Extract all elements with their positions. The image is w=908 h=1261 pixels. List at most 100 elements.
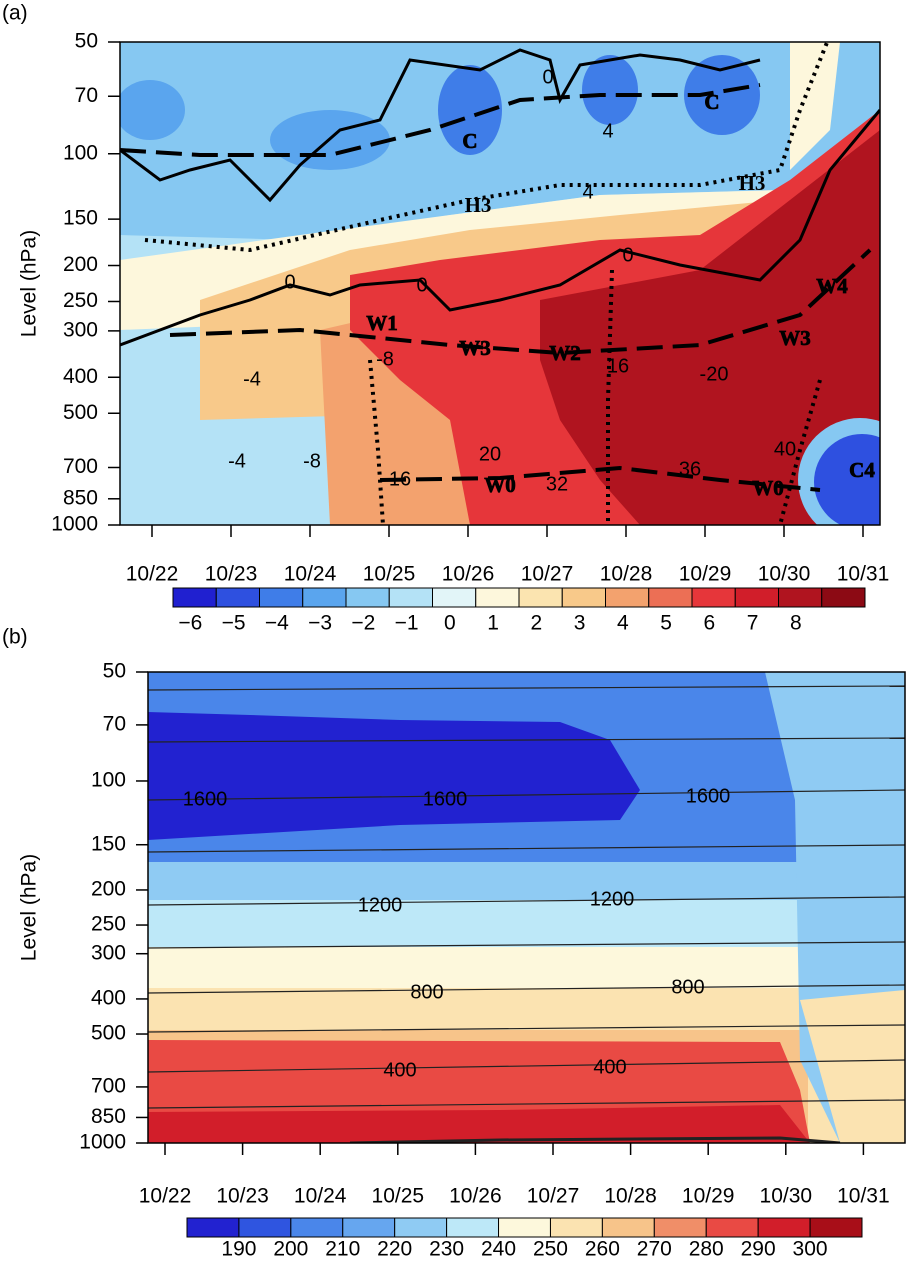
colorbar-label: 7 <box>747 612 759 635</box>
y-tick-label: 250 <box>63 289 98 312</box>
fill <box>148 712 640 840</box>
colorbar-box <box>186 1217 240 1238</box>
contour-label: 0 <box>416 274 427 296</box>
x-tick-label: 10/22 <box>139 1185 192 1208</box>
contour <box>148 685 905 691</box>
annotation: W2 <box>549 341 581 365</box>
x-tick-label: 10/31 <box>837 1185 890 1208</box>
x-tick-label: 10/30 <box>760 1185 813 1208</box>
y-tick-label: 200 <box>91 878 126 901</box>
colorbar-box <box>691 587 736 608</box>
x-tick-label: 10/24 <box>294 1185 347 1208</box>
y-tick-label: 1000 <box>79 1131 126 1154</box>
contour-lines <box>120 42 880 525</box>
colorbar-box <box>605 587 650 608</box>
annotation: H3 <box>739 171 766 195</box>
colorbar-box <box>809 1217 863 1238</box>
colorbar-label: 3 <box>574 612 586 635</box>
contour-label: -4 <box>243 368 261 390</box>
contour <box>148 1059 905 1073</box>
colorbar-box <box>290 1217 344 1238</box>
fill <box>148 1105 810 1143</box>
colorbar-label: 270 <box>637 1238 672 1261</box>
x-tick-label: 10/23 <box>205 563 258 586</box>
x-tick-label: 10/30 <box>758 563 811 586</box>
y-tick-label: 50 <box>75 30 98 53</box>
fill <box>438 65 502 155</box>
contour <box>349 1136 841 1143</box>
colorbar-box <box>601 1217 655 1238</box>
y-tick-label: 500 <box>63 401 98 424</box>
y-tick-label: 400 <box>91 986 126 1009</box>
contour-label: 36 <box>679 458 701 480</box>
contour-label: 4 <box>582 181 593 203</box>
contour <box>120 83 761 157</box>
x-tick-label: 10/26 <box>449 1185 502 1208</box>
contour <box>368 359 385 525</box>
y-tick-label: 200 <box>63 253 98 276</box>
fill <box>540 130 880 525</box>
fill <box>120 80 185 140</box>
colorbar-label: 8 <box>790 612 802 635</box>
y-tick-label: 400 <box>63 365 98 388</box>
x-tick-label: 10/29 <box>682 1185 735 1208</box>
colorbar-box <box>561 587 606 608</box>
colorbar-label: −4 <box>265 612 289 635</box>
contour <box>120 109 880 347</box>
colorbar-box <box>172 587 217 608</box>
colorbar-label: 240 <box>481 1238 516 1261</box>
x-tick-label: 10/24 <box>284 563 337 586</box>
contour-label: 400 <box>383 1059 416 1081</box>
contour-label: 0 <box>542 66 553 88</box>
annotation: C4 <box>849 458 875 482</box>
contour <box>379 465 821 492</box>
x-tick-label: 10/29 <box>679 563 732 586</box>
x-tick-label: 10/31 <box>837 563 890 586</box>
colorbar-label: 6 <box>703 612 715 635</box>
colorbar-box <box>342 1217 396 1238</box>
contour-label: 16 <box>389 468 411 490</box>
fill <box>814 434 880 525</box>
colorbar-label: 220 <box>377 1238 412 1261</box>
x-tick-label: 10/22 <box>126 563 179 586</box>
contour-label: 40 <box>774 438 796 460</box>
colorbar-label: 5 <box>660 612 672 635</box>
colorbar-label: 230 <box>429 1238 464 1261</box>
colorbar-label: 1 <box>487 612 499 635</box>
y-tick-label: 70 <box>75 84 98 107</box>
annotation: W3 <box>459 336 491 360</box>
colorbar-label: −3 <box>308 612 332 635</box>
y-tick-label: 700 <box>63 455 98 478</box>
contour <box>606 269 614 525</box>
y-tick-label: 150 <box>63 207 98 230</box>
contour-label: 800 <box>410 981 443 1003</box>
colorbar-box <box>475 587 520 608</box>
x-tick-label: 10/23 <box>216 1185 269 1208</box>
y-tick-label: 700 <box>91 1074 126 1097</box>
contour-label: -20 <box>700 363 729 385</box>
colorbar-box <box>821 587 866 608</box>
colorbar-label: −1 <box>395 612 419 635</box>
colorbar-box <box>705 1217 759 1238</box>
x-tick-label: 10/25 <box>363 563 416 586</box>
fill <box>582 55 638 125</box>
x-tick-label: 10/28 <box>604 1185 657 1208</box>
contour-label: 16 <box>607 355 629 377</box>
y-tick-label: 850 <box>91 1105 126 1128</box>
annotation: C <box>704 90 719 114</box>
colorbar-box <box>259 587 304 608</box>
colorbar-label: 200 <box>273 1238 308 1261</box>
fill <box>790 42 840 170</box>
colorbar-box <box>302 587 347 608</box>
y-tick-label: 100 <box>91 769 126 792</box>
annotation: W1 <box>366 311 398 335</box>
annotation: W3 <box>779 326 811 350</box>
annotation: W0 <box>484 473 516 497</box>
colorbar-box <box>778 587 823 608</box>
contour <box>148 941 905 949</box>
colorbar-box <box>432 587 477 608</box>
colorbar-box <box>498 1217 551 1238</box>
y-tick-label: 1000 <box>51 513 98 536</box>
colorbar-box <box>549 1217 603 1238</box>
